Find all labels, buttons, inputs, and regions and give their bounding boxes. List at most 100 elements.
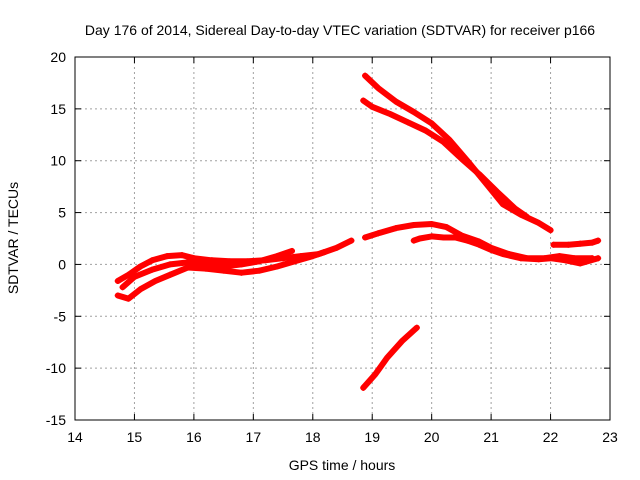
data-point bbox=[535, 256, 542, 263]
data-point bbox=[595, 237, 602, 244]
data-point bbox=[494, 188, 501, 195]
y-tick-label: 5 bbox=[58, 205, 66, 221]
data-point bbox=[238, 261, 245, 268]
y-tick-label: 20 bbox=[50, 49, 66, 65]
data-point bbox=[443, 224, 450, 231]
data-series bbox=[114, 72, 602, 391]
data-point bbox=[179, 252, 185, 259]
data-point bbox=[422, 127, 429, 134]
x-tick-label: 19 bbox=[364, 429, 380, 445]
data-point bbox=[220, 263, 227, 270]
data-point bbox=[476, 171, 483, 178]
x-tick-label: 21 bbox=[483, 429, 499, 445]
chart-title: Day 176 of 2014, Sidereal Day-to-day VTE… bbox=[85, 22, 595, 38]
data-point bbox=[274, 253, 281, 260]
x-tick-labels: 14 15 16 17 18 19 20 21 22 23 bbox=[67, 429, 618, 445]
data-point bbox=[184, 264, 191, 271]
data-point bbox=[428, 220, 435, 227]
data-point bbox=[446, 136, 453, 143]
data-point bbox=[360, 384, 367, 391]
y-tick-label: -15 bbox=[46, 412, 66, 428]
data-point bbox=[387, 111, 394, 118]
data-point bbox=[428, 120, 435, 127]
data-point bbox=[119, 284, 126, 291]
data-point bbox=[500, 201, 506, 208]
data-point bbox=[452, 234, 459, 241]
data-point bbox=[256, 258, 263, 265]
y-tick-label: 15 bbox=[50, 101, 66, 117]
data-point bbox=[428, 233, 435, 240]
data-point bbox=[152, 278, 159, 285]
data-point bbox=[416, 235, 423, 242]
y-tick-label: 0 bbox=[58, 256, 66, 272]
x-tick-label: 22 bbox=[543, 429, 559, 445]
data-point bbox=[398, 338, 405, 345]
data-point bbox=[458, 155, 465, 162]
data-point bbox=[547, 227, 554, 234]
data-point bbox=[164, 253, 171, 260]
data-point bbox=[137, 263, 144, 270]
data-point bbox=[202, 261, 209, 268]
data-point bbox=[137, 286, 144, 293]
data-point bbox=[167, 271, 174, 278]
data-point bbox=[577, 260, 584, 267]
data-point bbox=[149, 257, 156, 264]
data-point bbox=[149, 266, 156, 273]
y-tick-labels: -15 -10 -5 0 5 10 15 20 bbox=[46, 49, 66, 428]
data-point bbox=[535, 219, 542, 226]
data-point bbox=[565, 241, 572, 248]
data-point bbox=[384, 354, 391, 361]
gridlines bbox=[75, 57, 610, 420]
data-point bbox=[131, 273, 138, 280]
data-point bbox=[369, 103, 376, 110]
y-axis-label: SDTVAR / TECUs bbox=[5, 182, 21, 294]
data-point bbox=[523, 213, 530, 220]
series-track-b bbox=[114, 249, 328, 302]
data-point bbox=[464, 237, 471, 244]
x-tick-label: 23 bbox=[602, 429, 618, 445]
data-point bbox=[321, 248, 328, 255]
data-point bbox=[238, 269, 245, 276]
data-point bbox=[333, 244, 340, 251]
data-point bbox=[410, 222, 417, 229]
data-point bbox=[256, 267, 263, 274]
x-tick-label: 20 bbox=[424, 429, 440, 445]
data-point bbox=[517, 255, 524, 262]
x-tick-label: 14 bbox=[67, 429, 83, 445]
data-point bbox=[413, 324, 420, 331]
data-point bbox=[114, 278, 121, 285]
x-tick-label: 16 bbox=[186, 429, 202, 445]
plot-frame bbox=[74, 56, 611, 421]
x-tick-label: 18 bbox=[305, 429, 321, 445]
y-tick-label: -10 bbox=[46, 360, 66, 376]
data-point bbox=[125, 295, 132, 302]
data-point bbox=[550, 241, 557, 248]
data-point bbox=[440, 139, 447, 146]
data-point bbox=[511, 205, 518, 212]
data-point bbox=[562, 257, 569, 264]
series-track-h bbox=[360, 97, 530, 220]
data-point bbox=[410, 108, 417, 115]
data-point bbox=[393, 225, 399, 232]
data-point bbox=[274, 263, 281, 270]
data-point bbox=[410, 237, 417, 244]
y-tick-label: -5 bbox=[54, 308, 67, 324]
data-point bbox=[488, 246, 495, 253]
data-point bbox=[375, 230, 382, 237]
data-point bbox=[309, 253, 316, 260]
data-point bbox=[595, 255, 602, 262]
data-point bbox=[184, 259, 191, 266]
data-point bbox=[589, 239, 596, 246]
data-point bbox=[167, 261, 174, 268]
data-point bbox=[291, 258, 298, 265]
data-point bbox=[362, 234, 369, 241]
y-tick-label: 10 bbox=[50, 153, 66, 169]
data-point bbox=[288, 247, 295, 254]
data-point bbox=[375, 85, 382, 92]
data-point bbox=[362, 72, 369, 79]
x-axis-label: GPS time / hours bbox=[289, 457, 396, 473]
data-point bbox=[547, 255, 554, 262]
x-tick-label: 17 bbox=[246, 429, 262, 445]
data-point bbox=[404, 119, 411, 126]
